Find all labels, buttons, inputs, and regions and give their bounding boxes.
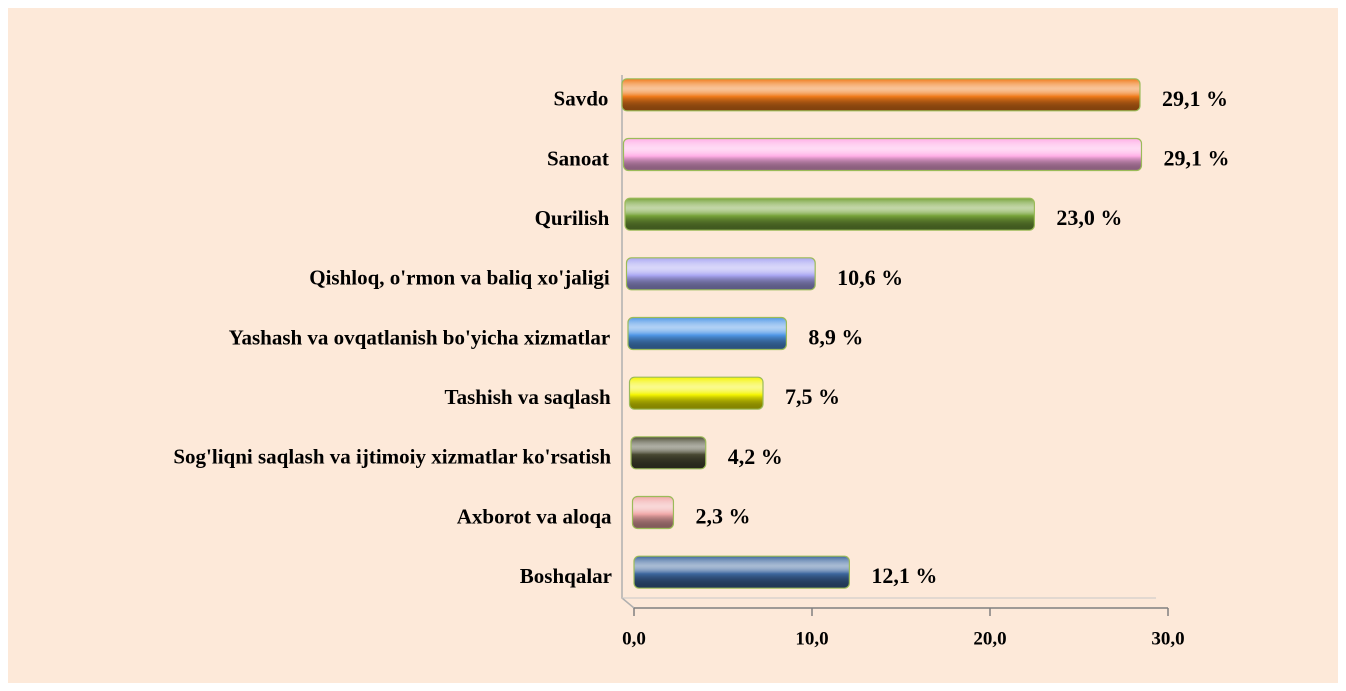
bar: [624, 197, 1035, 231]
bar: [622, 137, 1143, 172]
x-tick-label: 0,0: [622, 628, 646, 649]
data-label: 2,3 %: [695, 504, 750, 529]
data-label: 23,0 %: [1056, 205, 1122, 230]
data-label: 7,5 %: [785, 384, 840, 409]
category-label: Yashash va ovqatlanish bo'yicha xizmatla…: [229, 325, 611, 349]
bar: [625, 257, 816, 291]
bar: [628, 376, 764, 410]
category-label: Sanoat: [547, 146, 609, 170]
category-label: Sog'liqni saqlash va ijtimoiy xizmatlar …: [173, 445, 611, 469]
bar: [621, 78, 1141, 112]
bar: [633, 555, 850, 589]
data-label: 8,9 %: [808, 325, 863, 350]
category-label: Qurilish: [535, 206, 610, 230]
category-label: Savdo: [554, 87, 609, 111]
data-label: 29,1 %: [1162, 86, 1228, 111]
data-label: 29,1 %: [1163, 146, 1229, 171]
bar: [630, 436, 707, 470]
x-tick-label: 20,0: [973, 628, 1006, 649]
x-tick-label: 30,0: [1151, 628, 1184, 649]
category-label: Qishloq, o'rmon va baliq xo'jaligi: [309, 266, 610, 290]
bar: [631, 495, 675, 530]
category-label: Axborot va aloqa: [457, 504, 612, 528]
data-label: 4,2 %: [728, 444, 783, 469]
category-label: Boshqalar: [520, 564, 612, 588]
data-label: 10,6 %: [837, 265, 903, 290]
x-tick-label: 10,0: [795, 628, 828, 649]
bar: [627, 316, 788, 351]
category-label: Tashish va saqlash: [444, 385, 610, 409]
data-label: 12,1 %: [871, 563, 937, 588]
